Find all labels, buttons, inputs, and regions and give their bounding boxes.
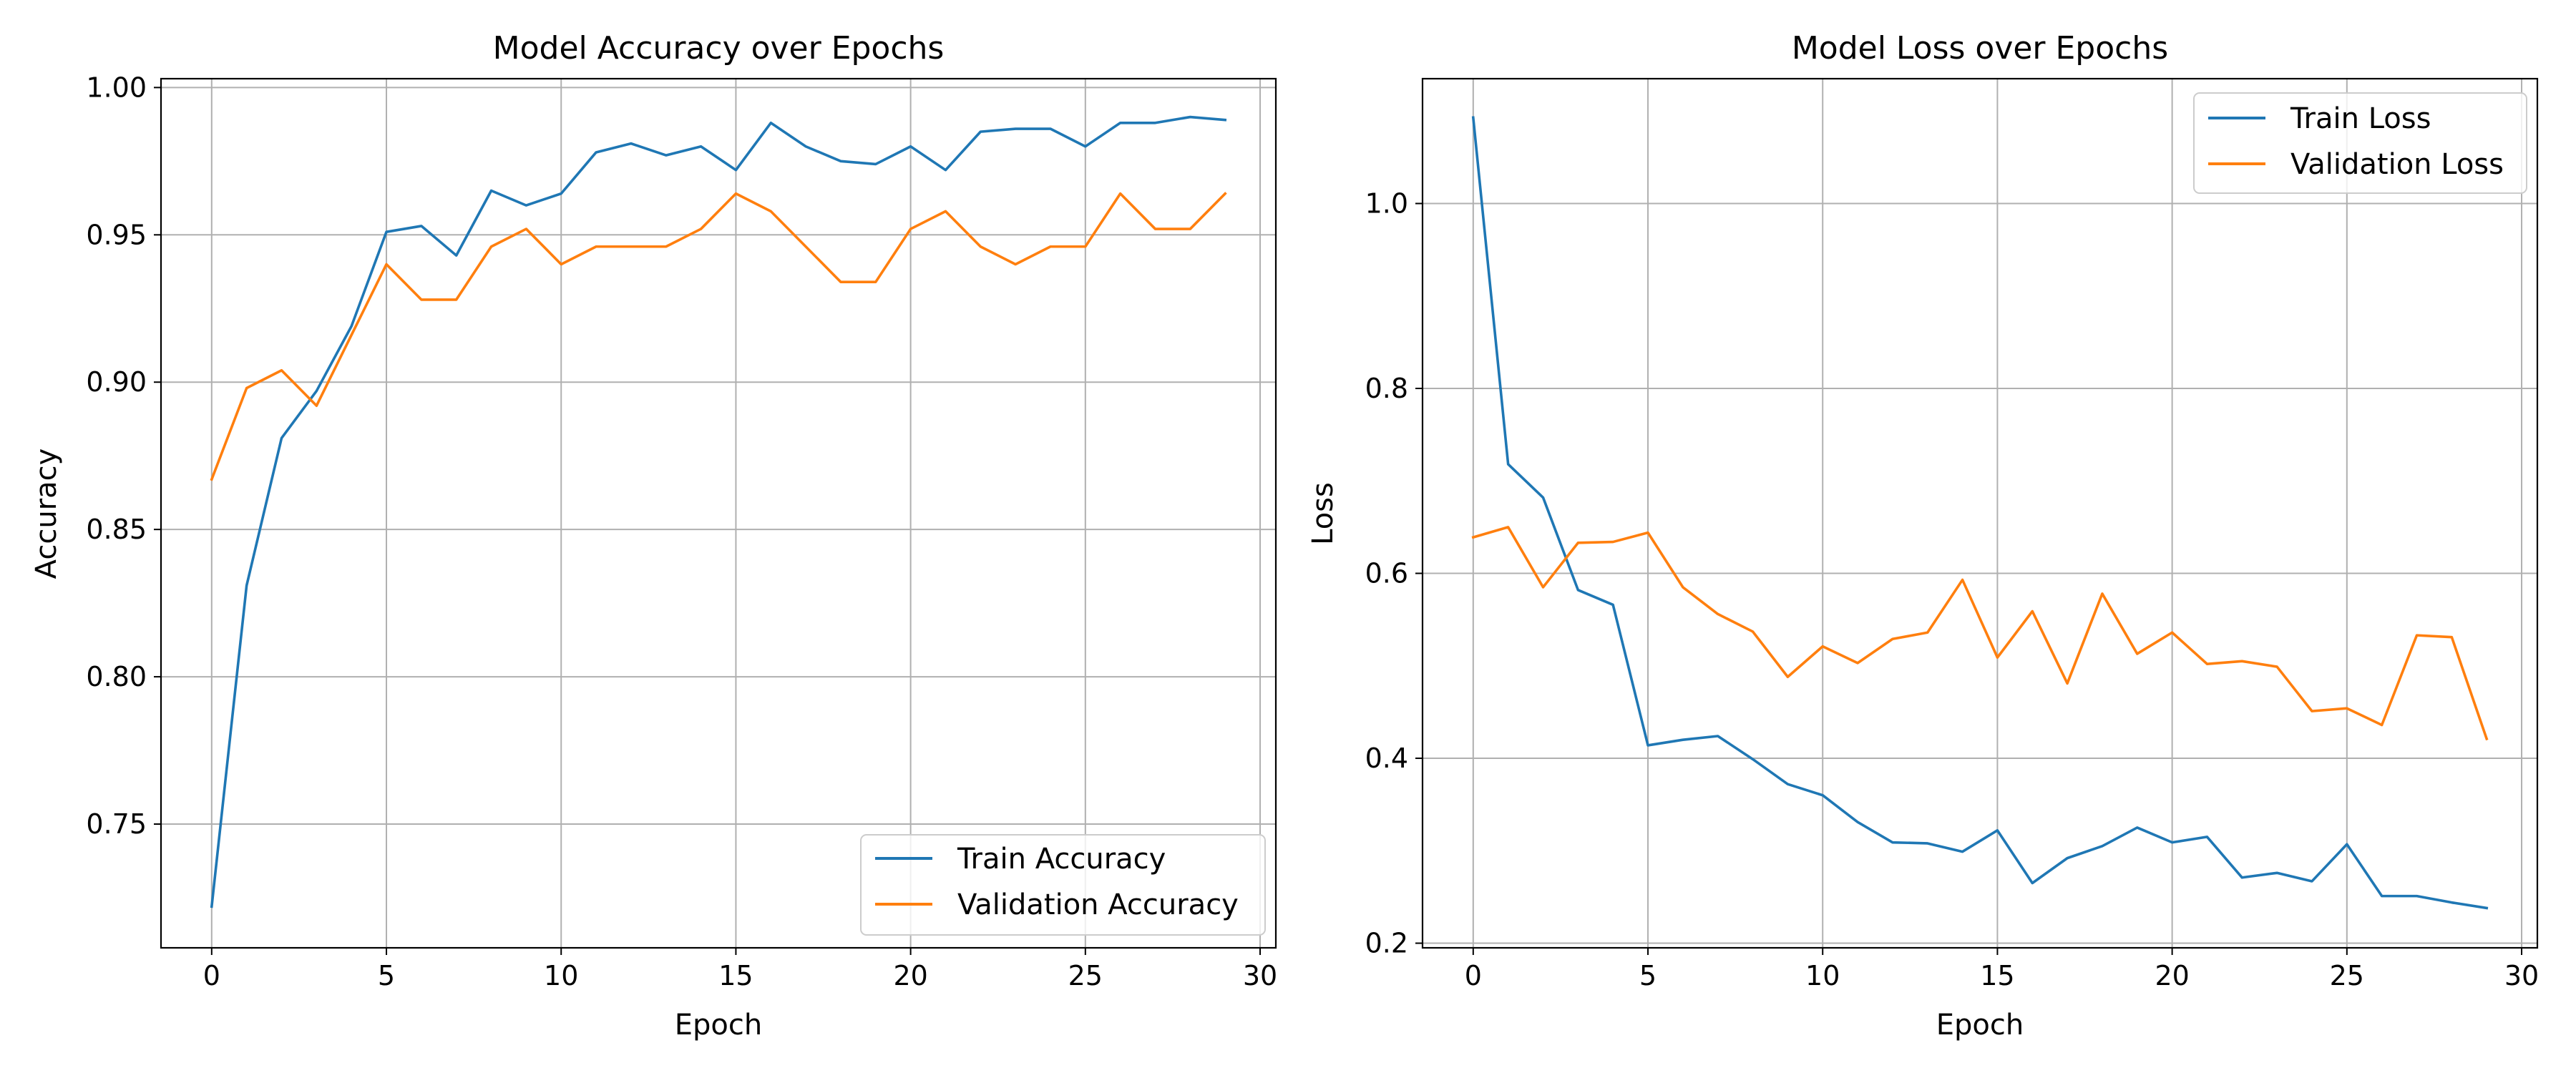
accuracy-y-tick-label: 0.75	[86, 808, 147, 840]
loss-chart: 0 5 10 15 20 25 30 0.2 0.4 0.6 0.8 1.0 Model Loss o…	[1307, 30, 2539, 1042]
loss-x-axis-label: Epoch	[1936, 1009, 2024, 1042]
accuracy-chart: 0 5 10 15 20 25 30 0.75 0.80 0.85 0.90 0.95 1.00 Mod…	[30, 30, 1277, 1042]
accuracy-ticks: 0 5 10 15 20 25 30 0.75 0.80 0.85 0.90 0.95 1.00	[86, 72, 1277, 991]
loss-train-line	[1471, 116, 2489, 910]
loss-x-tick-label: 0	[1465, 960, 1482, 991]
loss-plot-frame	[1421, 77, 2539, 949]
accuracy-x-tick-label: 0	[203, 960, 220, 991]
accuracy-x-tick-label: 15	[718, 960, 753, 991]
accuracy-plot-frame	[160, 77, 1277, 949]
loss-y-axis-label: Loss	[1307, 482, 1340, 545]
loss-y-tick-label: 1.0	[1365, 187, 1408, 219]
loss-validation-line	[1471, 526, 2489, 741]
accuracy-legend-validation-label: Validation Accuracy	[957, 888, 1239, 921]
accuracy-y-tick-label: 0.85	[86, 514, 147, 545]
accuracy-y-tick-label: 0.80	[86, 661, 147, 692]
accuracy-x-tick-label: 30	[1243, 960, 1277, 991]
accuracy-legend-train-label: Train Accuracy	[957, 843, 1166, 876]
loss-grid	[1423, 79, 2537, 948]
accuracy-x-axis-label: Epoch	[675, 1009, 762, 1042]
loss-legend: Train Loss Validation Loss	[2193, 92, 2527, 194]
accuracy-y-tick-label: 1.00	[86, 72, 147, 103]
loss-x-tick-label: 30	[2504, 960, 2539, 991]
accuracy-chart-title: Model Accuracy over Epochs	[493, 30, 945, 67]
loss-x-tick-label: 10	[1805, 960, 1840, 991]
loss-y-tick-label: 0.6	[1365, 558, 1408, 589]
loss-series	[1471, 116, 2489, 910]
accuracy-x-tick-label: 5	[378, 960, 395, 991]
loss-x-tick-label: 25	[2330, 960, 2364, 991]
accuracy-validation-line	[210, 192, 1227, 481]
loss-ticks: 0 5 10 15 20 25 30 0.2 0.4 0.6 0.8 1.0	[1365, 187, 2540, 991]
loss-legend-box	[2193, 92, 2527, 194]
accuracy-x-tick-label: 20	[893, 960, 927, 991]
loss-x-tick-label: 20	[2155, 960, 2189, 991]
loss-y-tick-label: 0.2	[1365, 928, 1408, 959]
loss-x-tick-label: 15	[1980, 960, 2014, 991]
accuracy-series	[210, 115, 1227, 908]
loss-chart-title: Model Loss over Epochs	[1792, 30, 2168, 67]
loss-legend-train-label: Train Loss	[2290, 102, 2431, 135]
accuracy-x-tick-label: 10	[544, 960, 578, 991]
accuracy-legend: Train Accuracy Validation Accuracy	[860, 834, 1266, 936]
accuracy-y-tick-label: 0.95	[86, 219, 147, 250]
accuracy-y-tick-label: 0.90	[86, 366, 147, 398]
accuracy-y-axis-label: Accuracy	[30, 449, 63, 579]
accuracy-train-line	[210, 115, 1227, 908]
loss-y-tick-label: 0.4	[1365, 743, 1408, 774]
loss-x-tick-label: 5	[1639, 960, 1657, 991]
loss-y-tick-label: 0.8	[1365, 373, 1408, 404]
accuracy-grid	[161, 79, 1276, 948]
loss-legend-validation-label: Validation Loss	[2290, 148, 2504, 181]
accuracy-x-tick-label: 25	[1068, 960, 1103, 991]
accuracy-legend-box	[860, 834, 1266, 936]
